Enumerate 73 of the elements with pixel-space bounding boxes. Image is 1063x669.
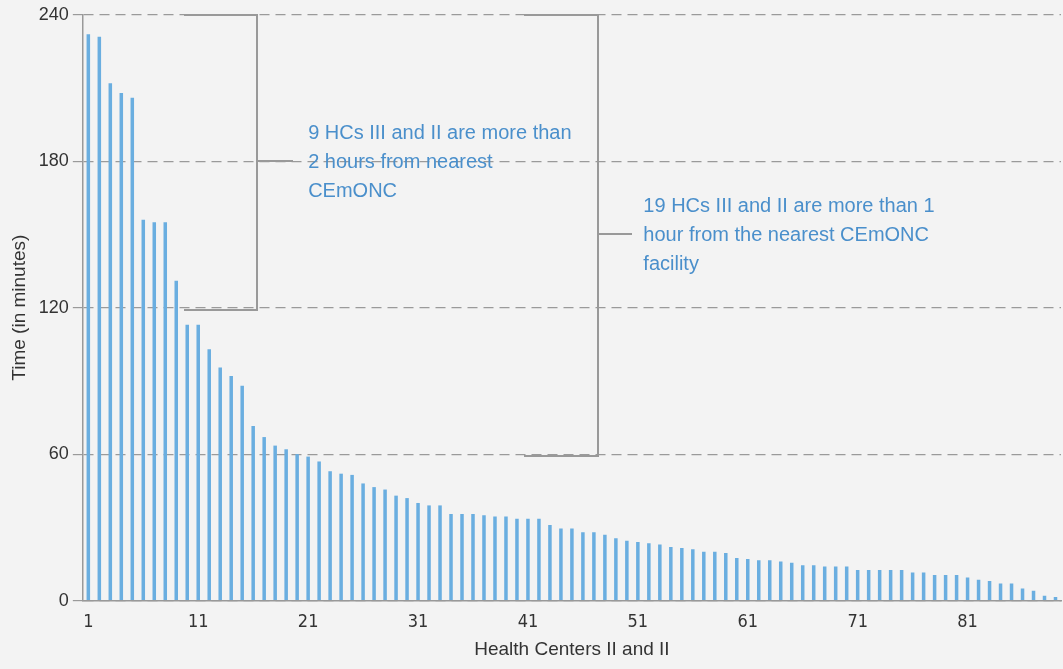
y-tick-label: 240 <box>38 3 69 24</box>
bar <box>350 474 354 600</box>
annotation: 9 HCs III and II are more than 2 hours from nearest CEmONC <box>308 119 573 203</box>
bar <box>570 528 574 600</box>
bar <box>559 528 563 600</box>
x-tick-label: 71 <box>847 610 868 632</box>
bar <box>196 324 200 600</box>
bar <box>493 516 497 600</box>
bar <box>449 513 453 600</box>
bar <box>460 513 464 600</box>
bar <box>240 385 244 600</box>
bar <box>372 487 376 600</box>
bar <box>185 324 189 600</box>
y-tick-label: 120 <box>38 296 69 317</box>
bar <box>548 524 552 600</box>
bar <box>174 280 179 600</box>
bar <box>537 518 541 600</box>
bar <box>504 516 508 600</box>
bar <box>515 518 519 600</box>
bar <box>295 454 299 600</box>
bar <box>383 489 387 600</box>
bar <box>724 553 728 600</box>
x-axis-title: Health Centers II and II <box>474 637 670 659</box>
bar <box>317 461 321 600</box>
bar <box>680 548 684 600</box>
y-axis-title: Time (in minutes) <box>7 234 29 381</box>
bar <box>603 534 607 600</box>
bar <box>592 532 596 600</box>
x-tick-label: 81 <box>957 610 978 632</box>
bar <box>757 560 761 600</box>
y-tick-label: 0 <box>58 589 69 610</box>
x-tick-label: 21 <box>297 610 319 632</box>
bar <box>284 449 288 600</box>
bar <box>438 505 442 600</box>
bar <box>273 445 277 600</box>
bar <box>614 538 618 600</box>
x-tick-label: 1 <box>83 610 94 632</box>
bar <box>361 483 365 600</box>
bar <box>427 505 431 600</box>
bar <box>658 544 662 600</box>
bar <box>207 349 211 600</box>
bar <box>746 559 750 600</box>
bar <box>735 557 739 600</box>
bar <box>647 543 651 600</box>
bar <box>251 426 255 600</box>
y-tick-label: 180 <box>38 150 69 171</box>
bar <box>526 518 530 600</box>
bar <box>328 471 332 600</box>
bar <box>218 367 222 600</box>
bar <box>394 495 398 600</box>
bar <box>471 513 475 600</box>
y-tick-label: 60 <box>48 443 69 464</box>
bar <box>767 560 772 600</box>
bar <box>229 376 233 600</box>
bar <box>262 437 266 600</box>
bar <box>405 498 409 600</box>
bar <box>416 502 420 600</box>
bar <box>691 549 695 600</box>
bar <box>625 540 629 600</box>
bar <box>482 515 486 600</box>
x-tick-label: 11 <box>187 610 209 632</box>
bar <box>713 551 717 600</box>
bar <box>306 456 310 600</box>
bar <box>669 546 673 600</box>
x-tick-label: 31 <box>407 610 429 632</box>
bar <box>636 542 640 600</box>
bar <box>339 473 343 600</box>
annotation: 19 HCs III and II are more than 1 hour from the nearest CEmONC facility <box>643 192 936 276</box>
bar <box>581 532 585 600</box>
bar <box>702 551 706 600</box>
x-tick-label: 61 <box>737 610 759 632</box>
x-tick-label: 51 <box>627 610 649 632</box>
x-tick-label: 41 <box>517 610 539 632</box>
